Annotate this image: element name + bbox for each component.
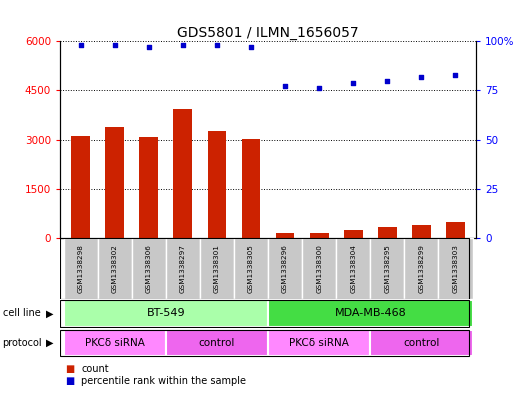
Point — [179, 42, 187, 48]
Text: percentile rank within the sample: percentile rank within the sample — [81, 376, 246, 386]
Text: GSM1338299: GSM1338299 — [418, 244, 424, 293]
Text: GSM1338301: GSM1338301 — [214, 244, 220, 293]
Bar — [166, 238, 200, 299]
Bar — [140, 137, 158, 238]
Bar — [174, 109, 192, 238]
Text: ■: ■ — [65, 376, 75, 386]
Text: BT-549: BT-549 — [146, 309, 185, 318]
Bar — [268, 300, 472, 327]
Bar — [242, 139, 260, 238]
Bar — [370, 330, 472, 356]
Text: ■: ■ — [65, 364, 75, 374]
Text: ▶: ▶ — [46, 309, 53, 318]
Point — [76, 42, 85, 48]
Bar — [166, 330, 268, 356]
Bar — [71, 136, 90, 238]
Point — [213, 42, 221, 48]
Point — [110, 42, 119, 48]
Bar — [208, 130, 226, 238]
Bar — [200, 238, 234, 299]
Text: PKCδ siRNA: PKCδ siRNA — [85, 338, 145, 348]
Bar — [234, 238, 268, 299]
Text: GSM1338300: GSM1338300 — [316, 244, 322, 293]
Text: GSM1338305: GSM1338305 — [248, 244, 254, 293]
Text: PKCδ siRNA: PKCδ siRNA — [289, 338, 349, 348]
Bar — [64, 330, 166, 356]
Point — [144, 44, 153, 50]
Text: GSM1338298: GSM1338298 — [77, 244, 84, 293]
Bar — [268, 238, 302, 299]
Point — [281, 83, 289, 90]
Bar — [404, 238, 438, 299]
Bar — [344, 230, 362, 238]
Text: count: count — [81, 364, 109, 374]
Text: control: control — [403, 338, 440, 348]
Bar — [370, 238, 404, 299]
Bar — [336, 238, 370, 299]
Text: cell line: cell line — [3, 309, 40, 318]
Bar — [98, 238, 132, 299]
Point — [417, 73, 426, 80]
Bar — [132, 238, 166, 299]
Point — [451, 72, 460, 78]
Bar — [302, 238, 336, 299]
Text: GSM1338297: GSM1338297 — [180, 244, 186, 293]
Text: protocol: protocol — [3, 338, 42, 348]
Bar — [268, 330, 370, 356]
Bar — [446, 222, 465, 238]
Point — [247, 44, 255, 50]
Text: control: control — [199, 338, 235, 348]
Bar — [105, 127, 124, 238]
Bar — [310, 233, 328, 238]
Bar — [438, 238, 472, 299]
Bar — [276, 233, 294, 238]
Point — [349, 79, 357, 86]
Bar — [412, 225, 431, 238]
Text: GSM1338296: GSM1338296 — [282, 244, 288, 293]
Text: GSM1338304: GSM1338304 — [350, 244, 356, 293]
Bar — [64, 238, 98, 299]
Bar — [64, 300, 268, 327]
Text: GSM1338302: GSM1338302 — [112, 244, 118, 293]
Point — [315, 85, 323, 92]
Text: GSM1338303: GSM1338303 — [452, 244, 459, 293]
Text: ▶: ▶ — [46, 338, 53, 348]
Point — [383, 77, 392, 84]
Title: GDS5801 / ILMN_1656057: GDS5801 / ILMN_1656057 — [177, 26, 359, 40]
Text: GSM1338306: GSM1338306 — [146, 244, 152, 293]
Bar — [378, 227, 396, 238]
Text: MDA-MB-468: MDA-MB-468 — [334, 309, 406, 318]
Text: GSM1338295: GSM1338295 — [384, 244, 390, 293]
